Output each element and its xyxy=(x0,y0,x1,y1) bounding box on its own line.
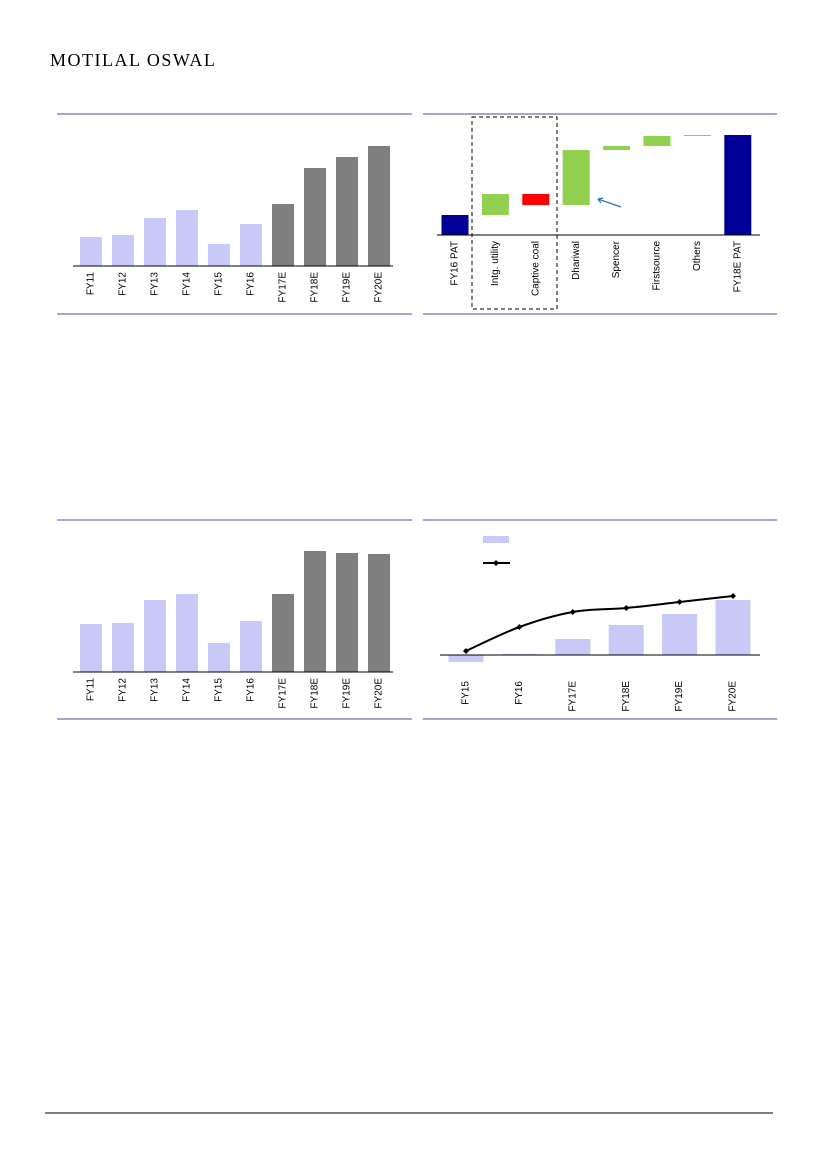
bar xyxy=(272,594,294,672)
x-tick-label: FY11 xyxy=(86,272,97,296)
bar xyxy=(208,244,230,266)
legend-marker xyxy=(493,560,499,566)
x-tick-label: Dhariwal xyxy=(571,241,582,280)
x-tick-label: FY13 xyxy=(150,272,161,296)
bar xyxy=(603,146,631,150)
bar xyxy=(724,135,752,235)
bar xyxy=(144,218,166,266)
bar xyxy=(441,215,469,235)
x-tick-label: Firstsource xyxy=(652,241,663,291)
marker xyxy=(623,605,630,611)
bar xyxy=(112,623,134,672)
bar xyxy=(662,614,698,655)
bar xyxy=(176,594,198,672)
x-tick-label: FY16 xyxy=(514,681,525,705)
x-tick-label: Intg. utility xyxy=(490,241,501,286)
line xyxy=(465,595,734,652)
bar xyxy=(683,135,711,136)
marker xyxy=(730,593,736,599)
bar xyxy=(522,194,550,205)
bar xyxy=(562,150,590,205)
x-tick-label: FY15 xyxy=(214,272,225,296)
x-tick-label: FY13 xyxy=(150,678,161,702)
bar xyxy=(608,625,644,655)
x-tick-label: FY12 xyxy=(118,272,129,296)
x-tick-label: FY16 xyxy=(246,678,257,702)
marker xyxy=(516,624,523,630)
bar xyxy=(643,136,671,146)
bar xyxy=(208,643,230,672)
x-tick-label: FY19E xyxy=(342,678,353,709)
bar xyxy=(715,600,751,655)
x-tick-label: FY17E xyxy=(278,272,289,303)
x-tick-label: Spencer xyxy=(611,240,622,278)
x-tick-label: FY20E xyxy=(374,678,385,709)
bar xyxy=(80,624,102,672)
x-tick-label: FY14 xyxy=(182,678,193,702)
x-tick-label: FY17E xyxy=(567,681,578,712)
bar xyxy=(80,237,102,266)
bar xyxy=(272,204,294,266)
bar xyxy=(304,551,326,672)
bar xyxy=(336,553,358,672)
bar xyxy=(481,194,509,215)
x-tick-label: FY19E xyxy=(674,681,685,712)
bar xyxy=(368,146,390,266)
x-tick-label: FY16 xyxy=(246,272,257,296)
bar xyxy=(448,655,484,662)
bar xyxy=(555,639,591,655)
x-tick-label: FY18E xyxy=(310,678,321,709)
bar xyxy=(144,600,166,672)
x-tick-label: FY15 xyxy=(461,681,472,705)
bar xyxy=(368,554,390,672)
x-tick-label: FY14 xyxy=(182,272,193,296)
bar xyxy=(176,210,198,266)
panel-rules xyxy=(57,113,777,720)
x-tick-label: FY18E xyxy=(310,272,321,303)
marker xyxy=(569,609,576,615)
marker xyxy=(463,648,469,654)
x-tick-label: Others xyxy=(692,241,703,271)
x-tick-label: FY18E PAT xyxy=(732,241,743,292)
bar xyxy=(304,168,326,266)
marker xyxy=(676,599,683,605)
x-tick-label: Captive coal xyxy=(530,241,541,296)
x-tick-label: FY18E xyxy=(621,681,632,712)
brand: MOTILAL OSWAL xyxy=(50,50,216,70)
bar xyxy=(112,235,134,266)
bar xyxy=(240,621,262,672)
arrow xyxy=(597,197,622,208)
legend-swatch xyxy=(483,536,509,543)
bar xyxy=(336,157,358,266)
x-tick-label: FY17E xyxy=(278,678,289,709)
bar xyxy=(240,224,262,266)
highlight-box xyxy=(471,116,558,310)
x-tick-label: FY20E xyxy=(374,272,385,303)
x-tick-label: FY15 xyxy=(214,678,225,702)
x-tick-label: FY20E xyxy=(728,681,739,712)
x-tick-label: FY16 PAT xyxy=(450,241,461,286)
x-tick-label: FY12 xyxy=(118,678,129,702)
x-tick-label: FY11 xyxy=(86,678,97,702)
x-tick-label: FY19E xyxy=(342,272,353,303)
